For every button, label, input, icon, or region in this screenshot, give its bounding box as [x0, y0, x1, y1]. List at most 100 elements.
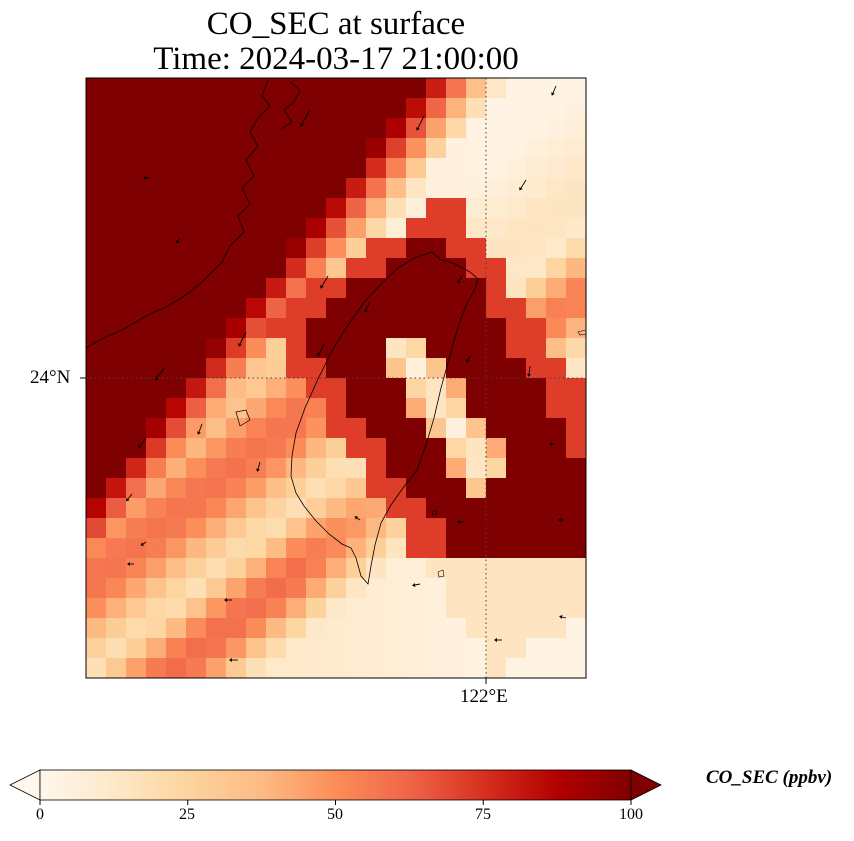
field-cell — [146, 478, 167, 499]
field-cell — [126, 158, 147, 179]
field-cell — [366, 318, 387, 339]
field-cell — [426, 278, 447, 299]
field-cell — [506, 478, 527, 499]
field-cell — [186, 318, 207, 339]
field-cell — [246, 638, 267, 659]
field-cell — [406, 138, 427, 159]
field-cell — [486, 218, 507, 239]
field-cell — [166, 258, 187, 279]
field-cell — [366, 598, 387, 619]
field-cell — [266, 158, 287, 179]
field-cell — [486, 658, 507, 678]
field-cell — [266, 98, 287, 119]
field-cell — [566, 238, 586, 259]
colorbar-extend-max — [630, 769, 662, 801]
field-cell — [226, 558, 247, 579]
field-cell — [346, 198, 367, 219]
field-cell — [406, 578, 427, 599]
field-cell — [546, 298, 567, 319]
wind-arrow-head — [364, 309, 368, 313]
field-cell — [106, 338, 127, 359]
field-cell — [326, 578, 347, 599]
field-cell — [226, 598, 247, 619]
field-cell — [386, 578, 407, 599]
field-cell — [506, 98, 527, 119]
field-cell — [126, 98, 147, 119]
field-cell — [226, 98, 247, 119]
field-cell — [546, 178, 567, 199]
field-cell — [586, 378, 607, 399]
field-cell — [226, 498, 247, 519]
field-cell — [446, 418, 467, 439]
field-cell — [486, 278, 507, 299]
field-cell — [506, 298, 527, 319]
field-cell — [106, 418, 127, 439]
field-cell — [426, 238, 447, 259]
wind-arrow-shaft — [417, 115, 425, 129]
field-cell — [506, 338, 527, 359]
field-cell — [126, 478, 147, 499]
field-cell — [346, 458, 367, 479]
field-cell — [106, 518, 127, 539]
field-cell — [506, 538, 527, 559]
field-cell — [446, 398, 467, 419]
field-cell — [166, 78, 187, 99]
wind-arrow-shaft — [257, 461, 261, 470]
field-cell — [546, 358, 567, 379]
field-cell — [146, 358, 167, 379]
field-cell — [426, 678, 447, 699]
lat-tick-label: 24°N — [30, 367, 71, 388]
field-cell — [406, 678, 427, 699]
field-cell — [386, 438, 407, 459]
field-cell — [226, 538, 247, 559]
wind-arrow-shaft — [301, 109, 311, 125]
field-cell — [306, 298, 327, 319]
field-cell — [346, 378, 367, 399]
field-cell — [326, 438, 347, 459]
field-cell — [86, 258, 107, 279]
field-cell — [186, 598, 207, 619]
field-cell — [206, 138, 227, 159]
field-cell — [186, 438, 207, 459]
field-cell — [326, 678, 347, 699]
title-line-2: Time: 2024-03-17 21:00:00 — [153, 41, 519, 77]
field-cell — [346, 398, 367, 419]
field-cell — [166, 538, 187, 559]
field-cell — [286, 118, 307, 139]
field-cell — [266, 218, 287, 239]
field-cell — [366, 518, 387, 539]
wind-arrow-head — [320, 284, 324, 289]
wind-arrow-shaft — [321, 275, 329, 287]
field-cell — [466, 318, 487, 339]
field-cell — [266, 618, 287, 639]
field-cell — [546, 458, 567, 479]
field-cell — [266, 538, 287, 559]
field-cell — [326, 278, 347, 299]
field-cell — [466, 398, 487, 419]
field-cell — [206, 518, 227, 539]
field-cell — [266, 658, 287, 678]
field-cell — [166, 458, 187, 479]
field-cell — [86, 498, 107, 519]
field-cell — [346, 158, 367, 179]
field-cell — [166, 278, 187, 299]
field-cell — [346, 578, 367, 599]
field-cell — [206, 358, 227, 379]
field-cell — [366, 678, 387, 699]
field-cell — [206, 418, 227, 439]
field-cell — [126, 538, 147, 559]
field-cell — [306, 598, 327, 619]
field-cell — [86, 318, 107, 339]
wind-arrow-head — [558, 518, 561, 522]
field-cell — [506, 658, 527, 678]
field-cell — [426, 478, 447, 499]
field-cell — [486, 158, 507, 179]
field-cell — [486, 478, 507, 499]
field-cell — [466, 278, 487, 299]
field-cell — [406, 458, 427, 479]
field-cell — [186, 618, 207, 639]
field-cell — [126, 358, 147, 379]
wind-arrow-head — [519, 186, 523, 191]
field-cell — [166, 658, 187, 678]
field-cell — [186, 638, 207, 659]
